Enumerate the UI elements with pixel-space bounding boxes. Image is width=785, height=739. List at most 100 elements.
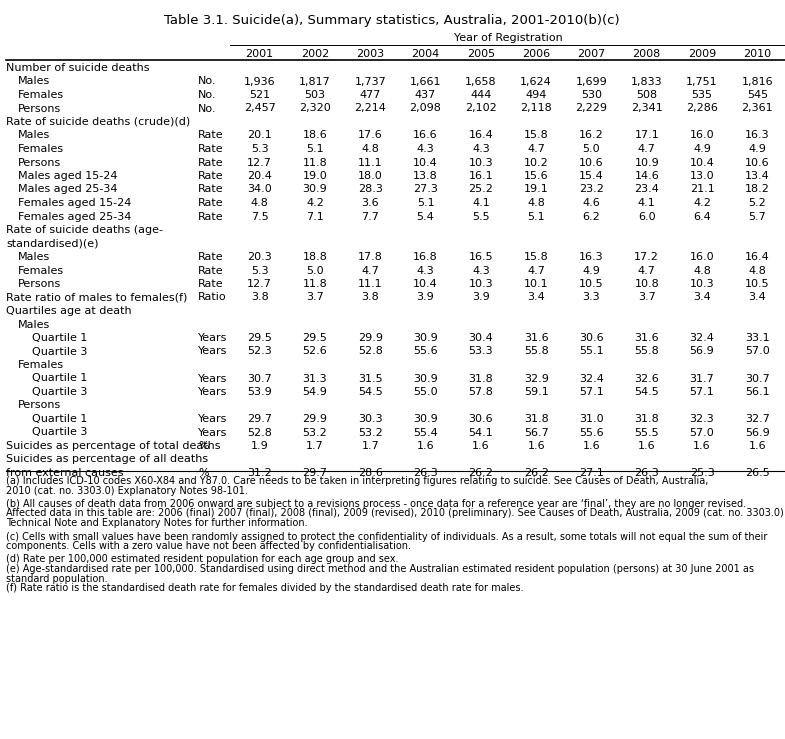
Text: standard population.: standard population.	[6, 573, 108, 584]
Text: Females: Females	[18, 144, 64, 154]
Text: 55.5: 55.5	[634, 427, 659, 437]
Text: Rate: Rate	[198, 198, 224, 208]
Text: Years: Years	[198, 427, 228, 437]
Text: Rate: Rate	[198, 144, 224, 154]
Text: 29.5: 29.5	[247, 333, 272, 343]
Text: 16.3: 16.3	[745, 131, 769, 140]
Text: 7.5: 7.5	[250, 211, 268, 222]
Text: 11.1: 11.1	[358, 279, 382, 289]
Text: 13.0: 13.0	[690, 171, 714, 181]
Text: 32.4: 32.4	[689, 333, 714, 343]
Text: 17.2: 17.2	[634, 252, 659, 262]
Text: Suicides as percentage of total deaths: Suicides as percentage of total deaths	[6, 441, 221, 451]
Text: 29.7: 29.7	[247, 414, 272, 424]
Text: 16.8: 16.8	[413, 252, 438, 262]
Text: 2002: 2002	[301, 49, 329, 59]
Text: 30.6: 30.6	[579, 333, 604, 343]
Text: 2003: 2003	[356, 49, 385, 59]
Text: 31.0: 31.0	[579, 414, 604, 424]
Text: Year of Registration: Year of Registration	[455, 33, 563, 43]
Text: 6.4: 6.4	[693, 211, 711, 222]
Text: 6.2: 6.2	[582, 211, 601, 222]
Text: 4.2: 4.2	[693, 198, 711, 208]
Text: Males aged 15-24: Males aged 15-24	[18, 171, 118, 181]
Text: 57.0: 57.0	[690, 427, 714, 437]
Text: 31.3: 31.3	[303, 373, 327, 384]
Text: 521: 521	[249, 90, 270, 100]
Text: 2,341: 2,341	[631, 103, 663, 114]
Text: 10.1: 10.1	[524, 279, 549, 289]
Text: 3.7: 3.7	[306, 293, 324, 302]
Text: 2,102: 2,102	[465, 103, 497, 114]
Text: 535: 535	[692, 90, 713, 100]
Text: 7.7: 7.7	[361, 211, 379, 222]
Text: 4.3: 4.3	[472, 144, 490, 154]
Text: 4.1: 4.1	[472, 198, 490, 208]
Text: 3.8: 3.8	[361, 293, 379, 302]
Text: 26.5: 26.5	[745, 468, 770, 478]
Text: 57.0: 57.0	[745, 347, 770, 356]
Text: 16.0: 16.0	[690, 131, 714, 140]
Text: 26.2: 26.2	[469, 468, 493, 478]
Text: 25.3: 25.3	[690, 468, 714, 478]
Text: 53.3: 53.3	[469, 347, 493, 356]
Text: 1.9: 1.9	[250, 441, 268, 451]
Text: 26.2: 26.2	[524, 468, 549, 478]
Text: 23.2: 23.2	[579, 185, 604, 194]
Text: 10.3: 10.3	[690, 279, 714, 289]
Text: Males: Males	[18, 252, 50, 262]
Text: Persons: Persons	[18, 157, 61, 168]
Text: 1.6: 1.6	[638, 441, 655, 451]
Text: 31.6: 31.6	[524, 333, 549, 343]
Text: 52.3: 52.3	[247, 347, 272, 356]
Text: 16.0: 16.0	[690, 252, 714, 262]
Text: Quartile 3: Quartile 3	[32, 387, 87, 397]
Text: 18.0: 18.0	[358, 171, 382, 181]
Text: 31.8: 31.8	[634, 414, 659, 424]
Text: Rate: Rate	[198, 157, 224, 168]
Text: 54.9: 54.9	[302, 387, 327, 397]
Text: Quartile 3: Quartile 3	[32, 427, 87, 437]
Text: 16.4: 16.4	[469, 131, 493, 140]
Text: 437: 437	[415, 90, 436, 100]
Text: 57.8: 57.8	[469, 387, 493, 397]
Text: 28.3: 28.3	[358, 185, 383, 194]
Text: 2001: 2001	[246, 49, 274, 59]
Text: 57.1: 57.1	[690, 387, 714, 397]
Text: 2,098: 2,098	[410, 103, 441, 114]
Text: (e) Age-standardised rate per 100,000. Standardised using direct method and the : (e) Age-standardised rate per 100,000. S…	[6, 564, 754, 574]
Text: 545: 545	[747, 90, 768, 100]
Text: 5.3: 5.3	[251, 144, 268, 154]
Text: 2,229: 2,229	[575, 103, 608, 114]
Text: %: %	[198, 468, 209, 478]
Text: 32.3: 32.3	[690, 414, 714, 424]
Text: 55.0: 55.0	[413, 387, 438, 397]
Text: 10.2: 10.2	[524, 157, 549, 168]
Text: 12.7: 12.7	[247, 157, 272, 168]
Text: 29.9: 29.9	[358, 333, 383, 343]
Text: Number of suicide deaths: Number of suicide deaths	[6, 63, 149, 73]
Text: 4.7: 4.7	[361, 265, 379, 276]
Text: Ratio: Ratio	[198, 293, 227, 302]
Text: 2007: 2007	[577, 49, 605, 59]
Text: 4.9: 4.9	[693, 144, 711, 154]
Text: standardised)(e): standardised)(e)	[6, 239, 98, 248]
Text: Females: Females	[18, 265, 64, 276]
Text: (c) Cells with small values have been randomly assigned to protect the confident: (c) Cells with small values have been ra…	[6, 531, 768, 542]
Text: 28.6: 28.6	[358, 468, 383, 478]
Text: 4.1: 4.1	[638, 198, 655, 208]
Text: 55.8: 55.8	[634, 347, 659, 356]
Text: 52.8: 52.8	[247, 427, 272, 437]
Text: Females: Females	[18, 360, 64, 370]
Text: 2,320: 2,320	[299, 103, 330, 114]
Text: 12.7: 12.7	[247, 279, 272, 289]
Text: (f) Rate ratio is the standardised death rate for females divided by the standar: (f) Rate ratio is the standardised death…	[6, 583, 524, 593]
Text: 34.0: 34.0	[247, 185, 272, 194]
Text: from external causes: from external causes	[6, 468, 123, 478]
Text: 11.8: 11.8	[302, 157, 327, 168]
Text: 5.1: 5.1	[528, 211, 545, 222]
Text: 3.9: 3.9	[417, 293, 434, 302]
Text: 13.4: 13.4	[745, 171, 770, 181]
Text: No.: No.	[198, 103, 217, 114]
Text: 30.9: 30.9	[413, 373, 438, 384]
